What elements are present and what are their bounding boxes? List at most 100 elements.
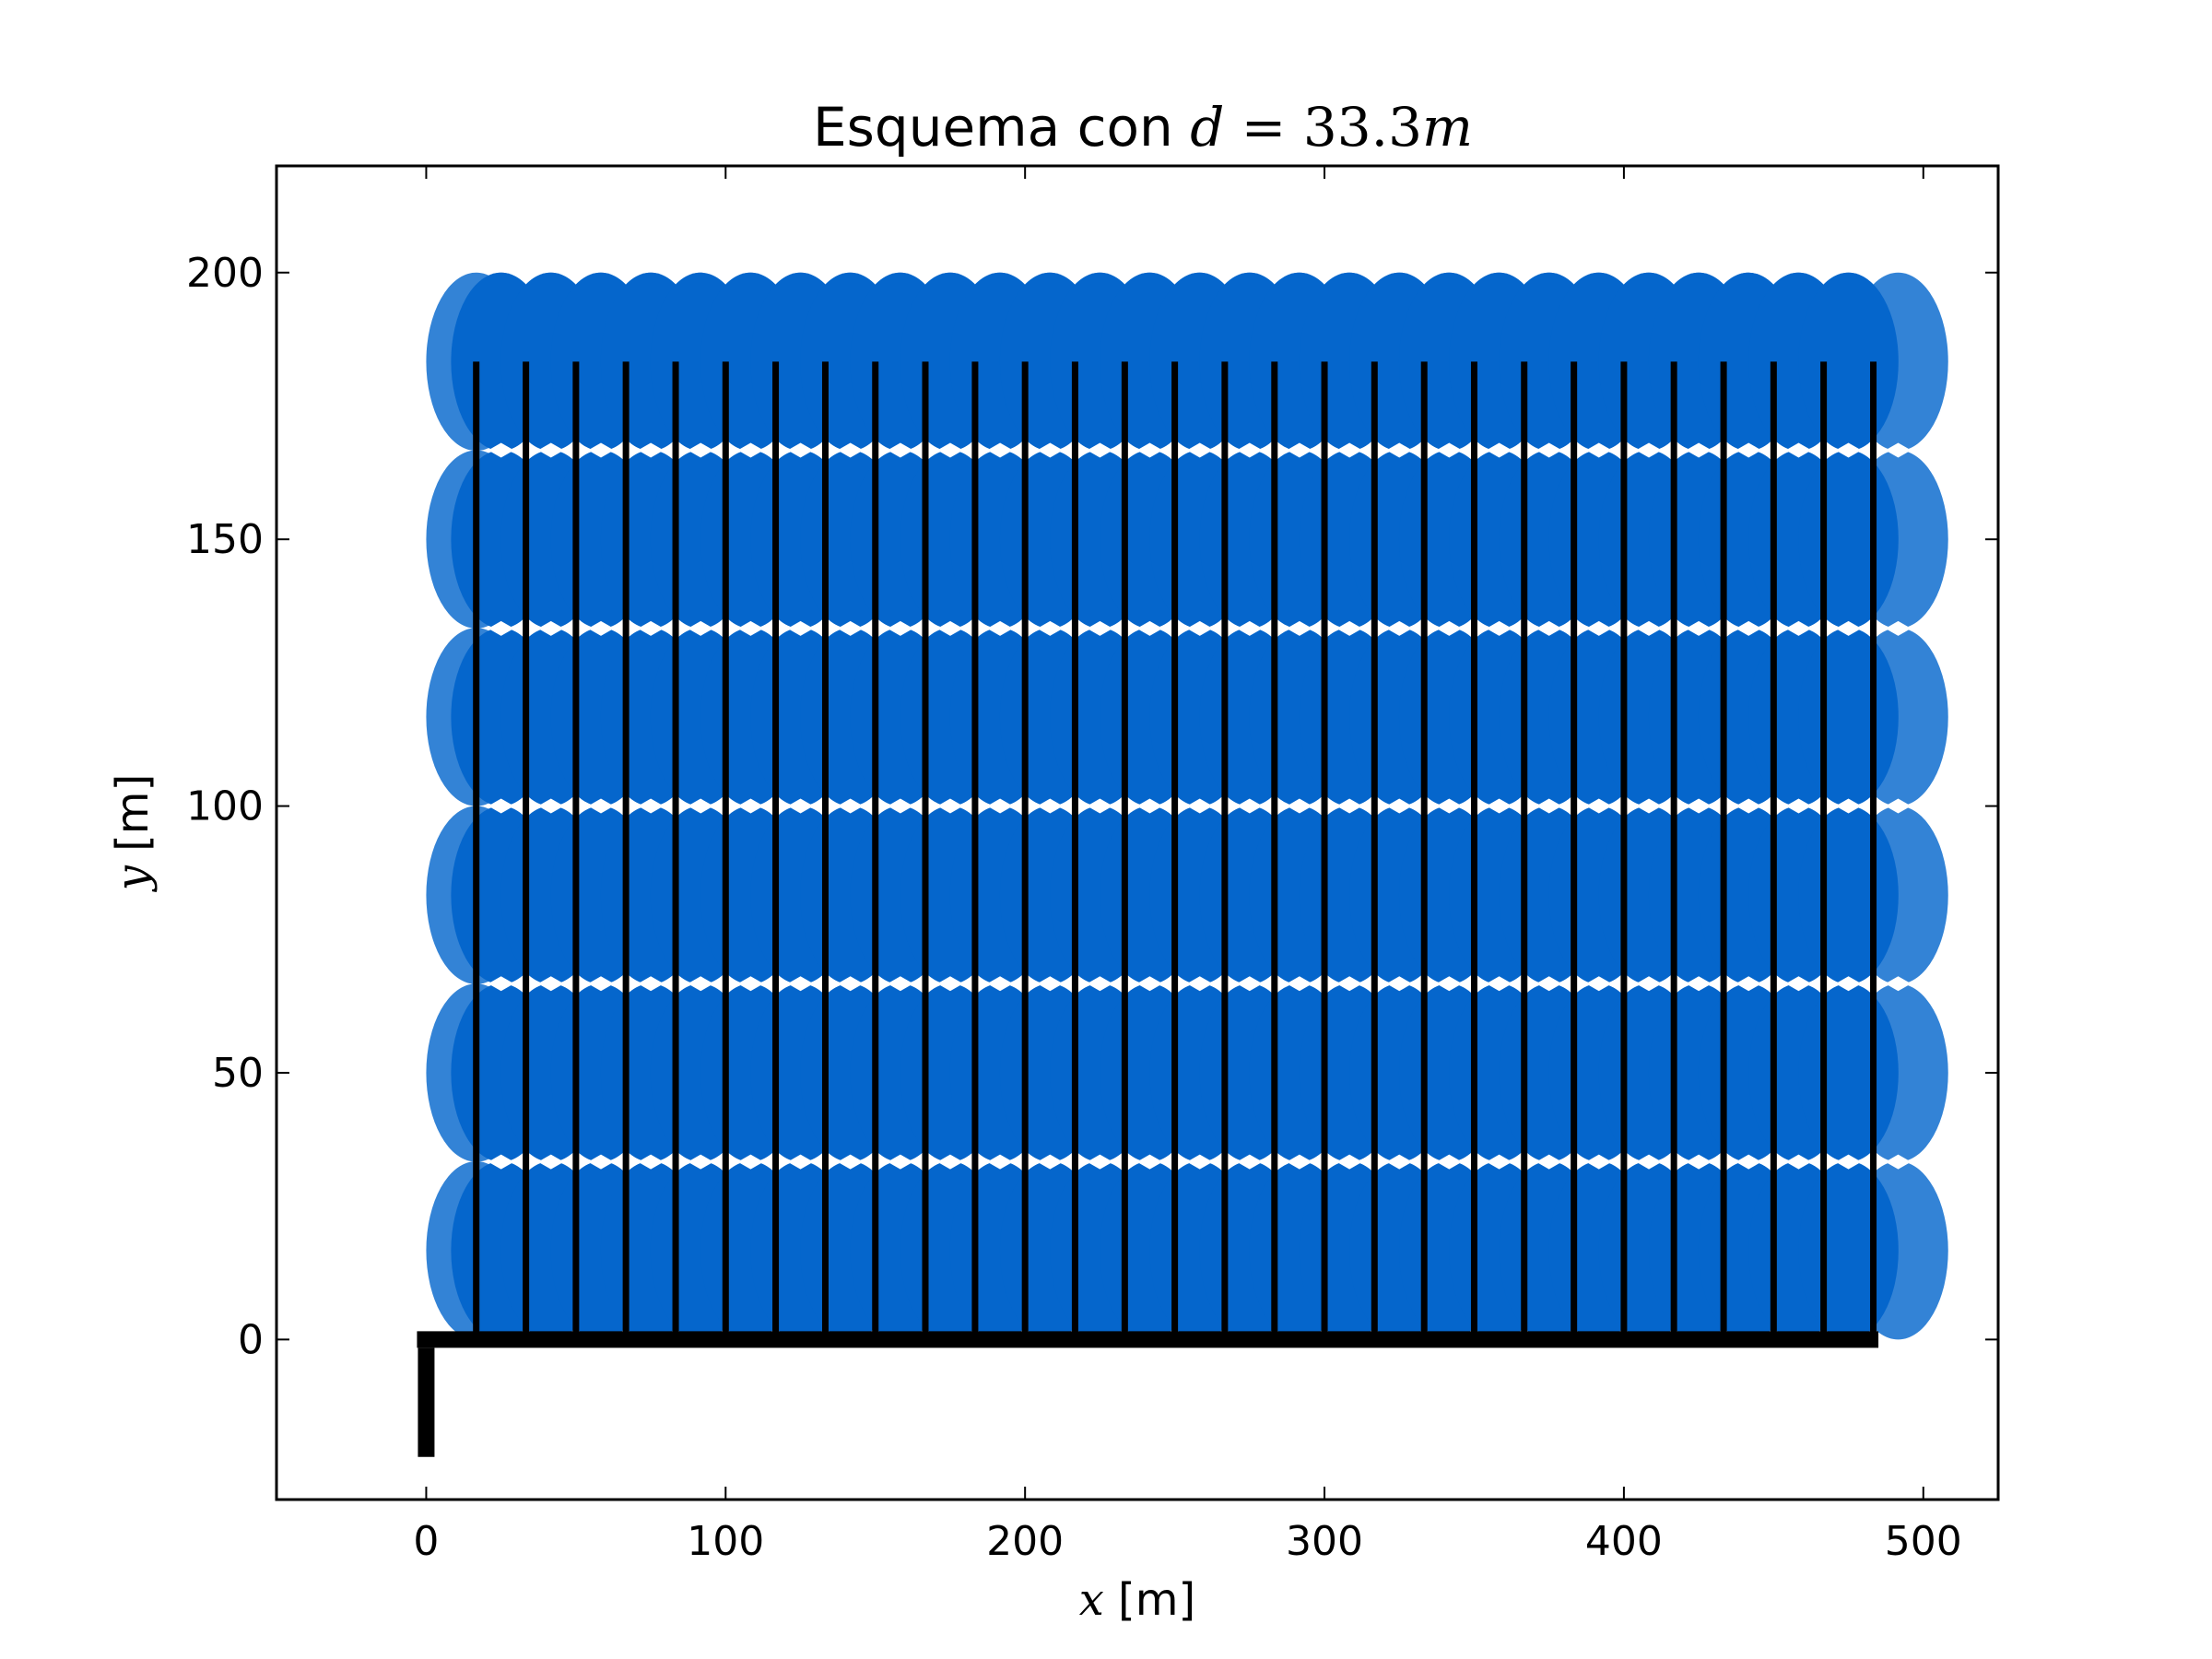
sprinkler-marker: [1486, 1154, 1512, 1170]
sprinkler-marker: [887, 620, 913, 636]
sprinkler-marker: [1236, 798, 1263, 814]
sprinkler-marker: [1186, 798, 1213, 814]
x-tick-label: 100: [687, 1518, 764, 1565]
sprinkler-marker: [1486, 442, 1512, 458]
sprinkler-marker: [987, 620, 1014, 636]
sprinkler-marker: [1037, 620, 1064, 636]
coverage-circle-dark: [1798, 450, 1899, 629]
sprinkler-marker: [1835, 798, 1862, 814]
sprinkler-marker: [587, 798, 614, 814]
sprinkler-marker: [1535, 1154, 1562, 1170]
sprinkler-marker: [688, 620, 714, 636]
sprinkler-marker: [638, 620, 665, 636]
title-math-eq: =: [1224, 96, 1302, 159]
sprinkler-marker: [1336, 442, 1363, 458]
sprinkler-marker: [837, 1154, 864, 1170]
sprinkler-marker: [1686, 798, 1712, 814]
coverage-circle-dark: [1798, 628, 1899, 806]
sprinkler-marker: [438, 620, 465, 636]
sprinkler-marker: [936, 442, 963, 458]
sprinkler-layer: [438, 442, 1912, 1170]
sprinkler-marker: [887, 798, 913, 814]
sprinkler-marker: [1885, 976, 1912, 992]
sprinkler-marker: [787, 620, 814, 636]
sprinkler-marker: [1436, 1154, 1463, 1170]
sprinkler-marker: [1585, 620, 1612, 636]
sprinkler-marker: [587, 620, 614, 636]
title-text: Esquema con: [813, 96, 1190, 159]
sprinkler-marker: [1386, 798, 1413, 814]
sprinkler-marker: [1186, 442, 1213, 458]
sprinkler-marker: [1087, 976, 1113, 992]
sprinkler-marker: [1636, 976, 1663, 992]
sprinkler-marker: [1585, 976, 1612, 992]
x-tick-label: 200: [986, 1518, 1064, 1565]
sprinkler-marker: [1585, 442, 1612, 458]
x-tick-label: 500: [1885, 1518, 1962, 1565]
sprinkler-marker: [688, 798, 714, 814]
sprinkler-marker: [537, 976, 564, 992]
sprinkler-marker: [1735, 442, 1762, 458]
sprinkler-marker: [1585, 798, 1612, 814]
sprinkler-marker: [1286, 1154, 1312, 1170]
sprinkler-marker: [688, 1154, 714, 1170]
sprinkler-marker: [1585, 1154, 1612, 1170]
sprinkler-marker: [1535, 442, 1562, 458]
sprinkler-marker: [1785, 1154, 1812, 1170]
pipe-layer: [417, 361, 1879, 1457]
sprinkler-marker: [1785, 798, 1812, 814]
sprinkler-marker: [837, 976, 864, 992]
sprinkler-marker: [1636, 1154, 1663, 1170]
sprinkler-marker: [638, 976, 665, 992]
sprinkler-marker: [1236, 1154, 1263, 1170]
sprinkler-marker: [1186, 976, 1213, 992]
sprinkler-marker: [887, 976, 913, 992]
sprinkler-marker: [1885, 442, 1912, 458]
sprinkler-marker: [837, 798, 864, 814]
chart-title: Esquema con d = 33.3m: [813, 96, 1473, 159]
coverage-circle-dark: [1798, 272, 1899, 452]
x-axis-label: x [m]: [1079, 1574, 1196, 1626]
sprinkler-marker: [1785, 976, 1812, 992]
sprinkler-marker: [438, 976, 465, 992]
sprinkler-marker: [936, 798, 963, 814]
y-tick-label: 50: [212, 1050, 264, 1097]
sprinkler-marker: [987, 442, 1014, 458]
sprinkler-marker: [1286, 798, 1312, 814]
sprinkler-marker: [638, 798, 665, 814]
sprinkler-marker: [1037, 442, 1064, 458]
title-math-var: d: [1190, 96, 1224, 159]
sprinkler-marker: [1636, 620, 1663, 636]
sprinkler-marker: [688, 976, 714, 992]
x-tick-label: 0: [413, 1518, 439, 1565]
sprinkler-marker: [936, 1154, 963, 1170]
x-axis-var: x: [1079, 1574, 1104, 1626]
sprinkler-marker: [638, 1154, 665, 1170]
sprinkler-marker: [438, 798, 465, 814]
sprinkler-marker: [1835, 620, 1862, 636]
y-tick-label: 100: [186, 783, 264, 830]
sprinkler-marker: [936, 976, 963, 992]
sprinkler-marker: [787, 976, 814, 992]
sprinkler-marker: [1636, 442, 1663, 458]
sprinkler-marker: [787, 442, 814, 458]
sprinkler-marker: [1386, 1154, 1413, 1170]
sprinkler-marker: [1136, 798, 1163, 814]
sprinkler-marker: [737, 1154, 764, 1170]
x-axis-ticks: 0 100 200 300 400 500: [413, 166, 1962, 1565]
sprinkler-marker: [737, 442, 764, 458]
sprinkler-marker: [1136, 620, 1163, 636]
sprinkler-marker: [1236, 442, 1263, 458]
sprinkler-marker: [887, 1154, 913, 1170]
sprinkler-marker: [1136, 976, 1163, 992]
sprinkler-marker: [1885, 798, 1912, 814]
sprinkler-marker: [1486, 976, 1512, 992]
sprinkler-marker: [537, 620, 564, 636]
sprinkler-marker: [1735, 798, 1762, 814]
sprinkler-marker: [1735, 976, 1762, 992]
sprinkler-marker: [488, 620, 514, 636]
sprinkler-marker: [1436, 442, 1463, 458]
coverage-circle-dark: [1798, 1161, 1899, 1340]
sprinkler-marker: [587, 1154, 614, 1170]
